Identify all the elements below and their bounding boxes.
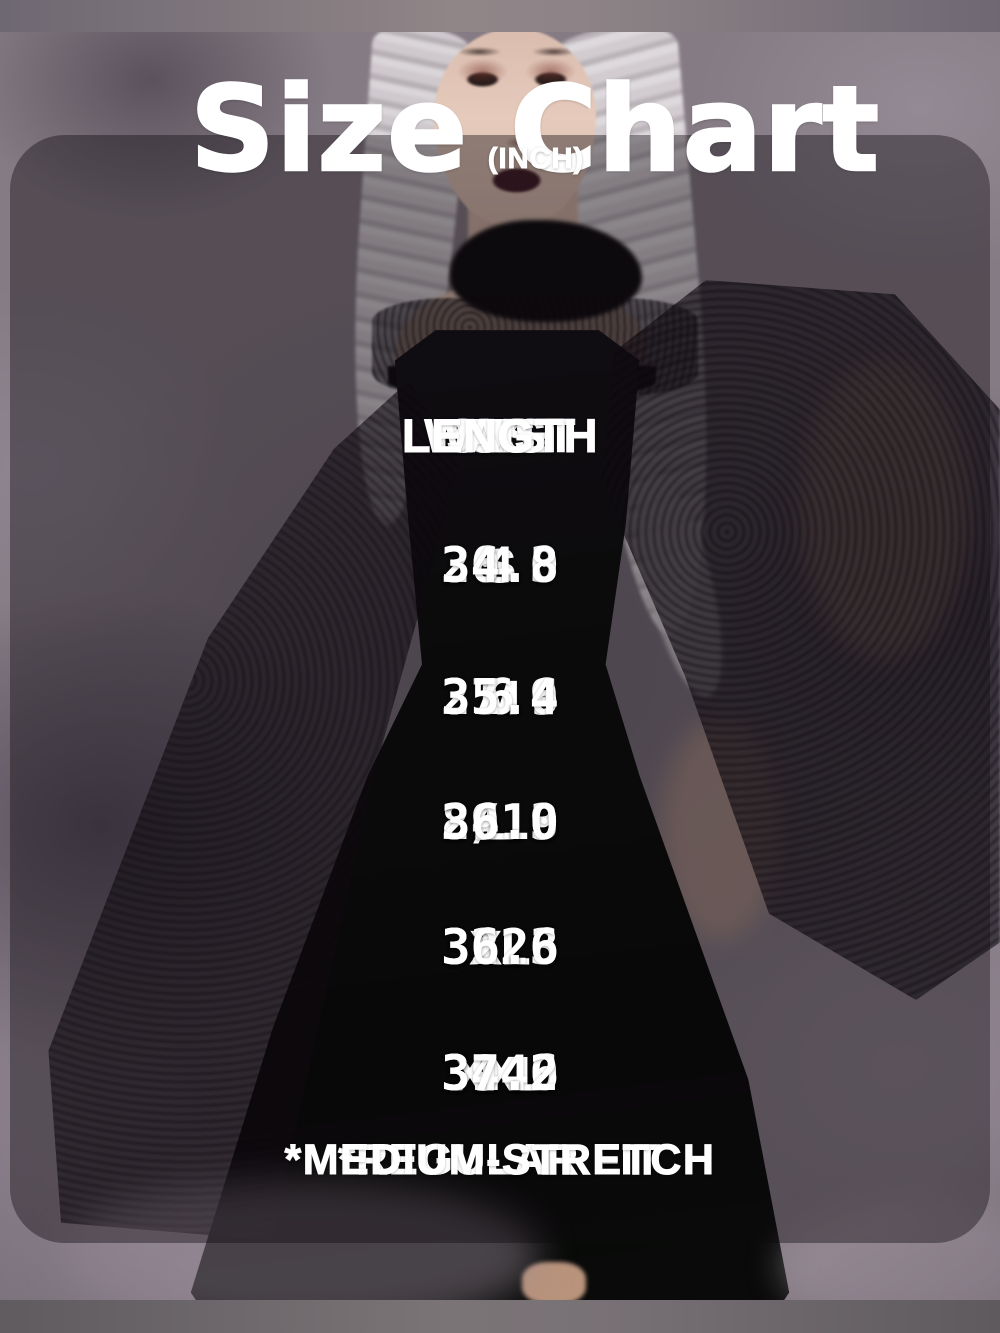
cell-waist: 34.6 <box>440 1044 559 1102</box>
cell-bust: 39.0 <box>440 1044 559 1102</box>
col-header-us: US <box>466 408 534 462</box>
col-header-size: SIZE <box>446 408 554 462</box>
cell-size: S <box>484 538 516 592</box>
cell-size: L <box>485 795 515 849</box>
cell-waist: 32.3 <box>440 918 559 976</box>
col-header-waist: WAIST <box>424 408 576 462</box>
table-row-s: S 4 30.3 26.0 34.8 <box>0 530 1000 600</box>
cell-length: 35.4 <box>440 668 559 726</box>
cell-length: 34.8 <box>440 536 559 594</box>
letterbox-band-bottom <box>0 1300 1000 1333</box>
col-header-bust: BUST <box>435 408 565 462</box>
cell-size: XXL <box>454 1046 546 1100</box>
model-face <box>434 28 596 226</box>
cell-length: 36.0 <box>440 793 559 851</box>
page-title: Size Chart <box>189 60 881 199</box>
cell-us: 12 <box>470 918 530 976</box>
cell-length: 37.2 <box>440 1044 559 1102</box>
cell-bust: 30.3 <box>440 536 559 594</box>
cell-length: 36.6 <box>440 918 559 976</box>
table-header-row: SIZE US BUST WAIST LENGTH <box>0 400 1000 470</box>
leg-skin <box>522 1262 586 1304</box>
col-header-length: LENGTH <box>401 408 599 462</box>
table-row-l: L 8/10 34.3 29.9 36.0 <box>0 787 1000 857</box>
table-row-xxl: XXL 14 39.0 34.6 37.2 <box>0 1038 1000 1108</box>
table-row-xl: XL 12 36.6 32.3 36.6 <box>0 912 1000 982</box>
cell-waist: 26.0 <box>440 536 559 594</box>
letterbox-band-top <box>0 0 1000 32</box>
unit-label: (INCH) <box>487 143 585 176</box>
cell-us: 8/10 <box>440 793 559 851</box>
cell-bust: 34.3 <box>440 793 559 851</box>
table-row-m: M 6 31.9 27.6 35.4 <box>0 662 1000 732</box>
cell-us: 4 <box>485 536 515 594</box>
cell-bust: 36.6 <box>440 918 559 976</box>
cell-waist: 29.9 <box>440 793 559 851</box>
cell-bust: 31.9 <box>440 668 559 726</box>
scrim-panel <box>10 135 990 1243</box>
cell-waist: 27.6 <box>440 668 559 726</box>
cell-us: 14 <box>470 1044 530 1102</box>
cell-size: XL <box>469 920 531 974</box>
cell-size: M <box>480 670 520 724</box>
footnote-stretch: *MEDIUM-STRETCH <box>284 1136 716 1185</box>
footnote-fit: *REGULAR FIT <box>338 1136 662 1185</box>
cell-us: 6 <box>485 668 515 726</box>
